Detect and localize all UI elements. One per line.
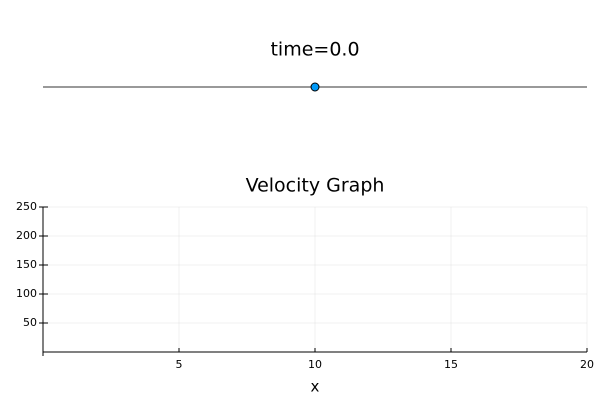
y-tick-label: 100	[16, 287, 37, 300]
x-tick-label: 20	[580, 358, 594, 371]
y-tick-label: 150	[16, 258, 37, 271]
marker	[310, 82, 320, 92]
x-tick-label: 5	[176, 358, 183, 371]
y-tick-label: 250	[16, 200, 37, 213]
x-tick-label: 10	[308, 358, 322, 371]
x-axis-label: x	[311, 378, 320, 396]
x-tick-label: 15	[444, 358, 458, 371]
chart-title: time=0.0	[270, 39, 359, 61]
y-tick-label: 200	[16, 229, 37, 242]
chart-title: Velocity Graph	[246, 175, 385, 197]
y-tick-label: 50	[23, 316, 37, 329]
